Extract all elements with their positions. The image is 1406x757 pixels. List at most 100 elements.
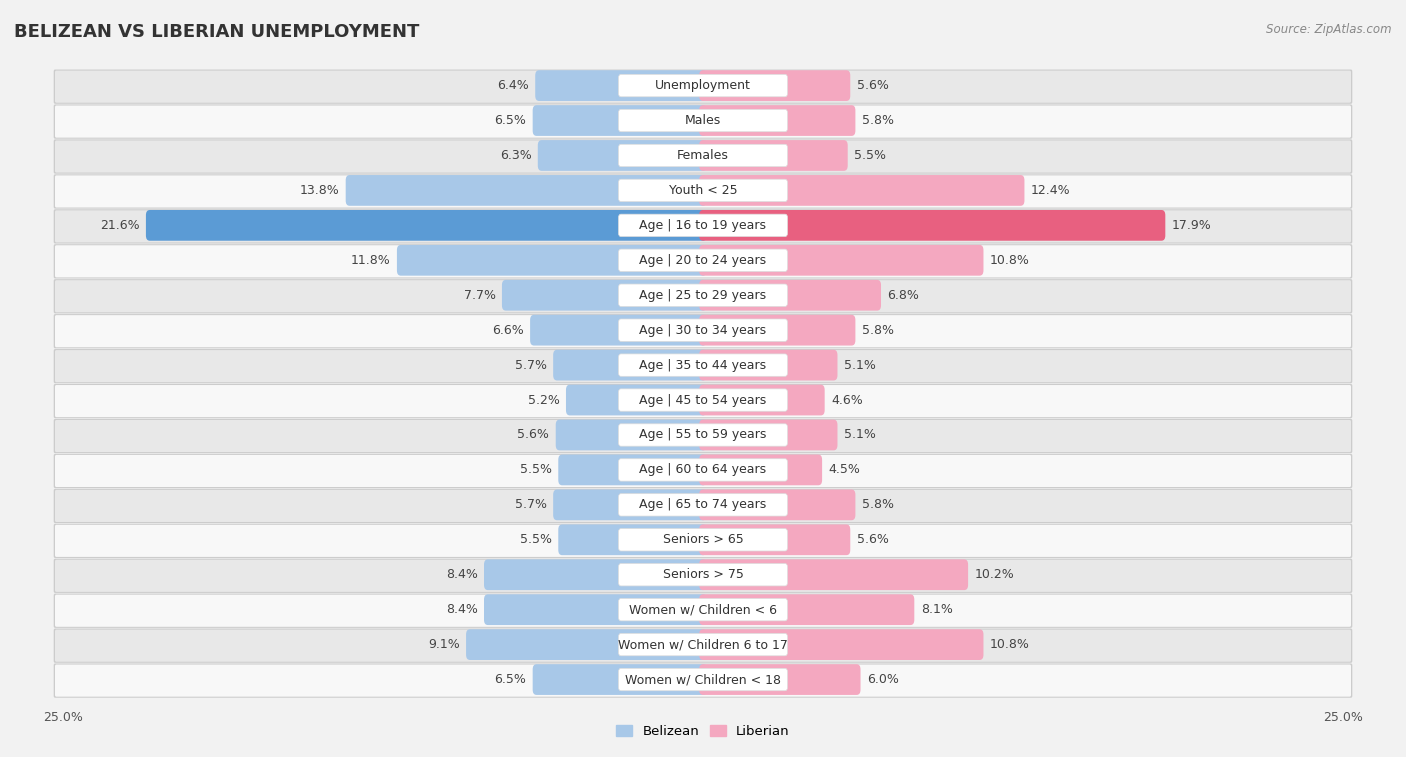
Text: 13.8%: 13.8%: [299, 184, 339, 197]
FancyBboxPatch shape: [619, 109, 787, 132]
FancyBboxPatch shape: [619, 528, 787, 551]
Text: 6.5%: 6.5%: [495, 673, 526, 686]
Text: 10.8%: 10.8%: [990, 638, 1029, 651]
FancyBboxPatch shape: [619, 145, 787, 167]
Text: Age | 25 to 29 years: Age | 25 to 29 years: [640, 288, 766, 302]
FancyBboxPatch shape: [146, 210, 707, 241]
Text: Age | 60 to 64 years: Age | 60 to 64 years: [640, 463, 766, 476]
FancyBboxPatch shape: [558, 525, 707, 555]
FancyBboxPatch shape: [53, 70, 1353, 104]
FancyBboxPatch shape: [619, 354, 787, 376]
Text: Females: Females: [678, 149, 728, 162]
FancyBboxPatch shape: [53, 349, 1353, 383]
FancyBboxPatch shape: [55, 559, 1351, 592]
Text: 6.0%: 6.0%: [868, 673, 898, 686]
Text: Women w/ Children 6 to 17: Women w/ Children 6 to 17: [619, 638, 787, 651]
FancyBboxPatch shape: [619, 424, 787, 446]
FancyBboxPatch shape: [533, 105, 707, 136]
Text: 6.4%: 6.4%: [498, 79, 529, 92]
FancyBboxPatch shape: [53, 139, 1353, 173]
FancyBboxPatch shape: [699, 664, 860, 695]
Text: 12.4%: 12.4%: [1031, 184, 1070, 197]
FancyBboxPatch shape: [55, 490, 1351, 522]
FancyBboxPatch shape: [699, 454, 823, 485]
FancyBboxPatch shape: [699, 525, 851, 555]
Text: 5.1%: 5.1%: [844, 428, 876, 441]
FancyBboxPatch shape: [53, 628, 1353, 663]
FancyBboxPatch shape: [553, 490, 707, 520]
FancyBboxPatch shape: [699, 419, 838, 450]
Text: 17.9%: 17.9%: [1171, 219, 1212, 232]
Text: 5.5%: 5.5%: [853, 149, 886, 162]
Text: 5.8%: 5.8%: [862, 114, 894, 127]
FancyBboxPatch shape: [619, 668, 787, 690]
FancyBboxPatch shape: [558, 454, 707, 485]
FancyBboxPatch shape: [346, 175, 707, 206]
FancyBboxPatch shape: [53, 314, 1353, 348]
FancyBboxPatch shape: [619, 459, 787, 481]
FancyBboxPatch shape: [619, 634, 787, 656]
FancyBboxPatch shape: [53, 454, 1353, 488]
Text: 10.8%: 10.8%: [990, 254, 1029, 266]
FancyBboxPatch shape: [55, 665, 1351, 696]
FancyBboxPatch shape: [465, 629, 707, 660]
FancyBboxPatch shape: [484, 594, 707, 625]
FancyBboxPatch shape: [619, 319, 787, 341]
FancyBboxPatch shape: [619, 599, 787, 621]
FancyBboxPatch shape: [55, 525, 1351, 557]
Text: 10.2%: 10.2%: [974, 569, 1014, 581]
FancyBboxPatch shape: [53, 419, 1353, 453]
Legend: Belizean, Liberian: Belizean, Liberian: [612, 721, 794, 742]
Text: 5.6%: 5.6%: [856, 79, 889, 92]
FancyBboxPatch shape: [537, 140, 707, 171]
FancyBboxPatch shape: [699, 245, 983, 276]
FancyBboxPatch shape: [699, 490, 855, 520]
Text: 11.8%: 11.8%: [350, 254, 391, 266]
FancyBboxPatch shape: [484, 559, 707, 590]
FancyBboxPatch shape: [53, 384, 1353, 418]
FancyBboxPatch shape: [55, 350, 1351, 382]
FancyBboxPatch shape: [699, 594, 914, 625]
FancyBboxPatch shape: [619, 389, 787, 411]
FancyBboxPatch shape: [699, 559, 969, 590]
FancyBboxPatch shape: [699, 210, 1166, 241]
FancyBboxPatch shape: [699, 175, 1025, 206]
Text: Males: Males: [685, 114, 721, 127]
FancyBboxPatch shape: [55, 420, 1351, 452]
Text: 6.5%: 6.5%: [495, 114, 526, 127]
Text: 5.5%: 5.5%: [520, 533, 553, 547]
Text: 5.1%: 5.1%: [844, 359, 876, 372]
FancyBboxPatch shape: [619, 179, 787, 201]
Text: Age | 45 to 54 years: Age | 45 to 54 years: [640, 394, 766, 407]
Text: 5.8%: 5.8%: [862, 498, 894, 512]
FancyBboxPatch shape: [699, 105, 855, 136]
FancyBboxPatch shape: [699, 629, 983, 660]
FancyBboxPatch shape: [699, 70, 851, 101]
FancyBboxPatch shape: [53, 104, 1353, 139]
Text: 5.7%: 5.7%: [515, 498, 547, 512]
FancyBboxPatch shape: [53, 489, 1353, 523]
FancyBboxPatch shape: [55, 280, 1351, 313]
Text: 5.2%: 5.2%: [527, 394, 560, 407]
FancyBboxPatch shape: [533, 664, 707, 695]
FancyBboxPatch shape: [567, 385, 707, 416]
FancyBboxPatch shape: [53, 559, 1353, 593]
FancyBboxPatch shape: [502, 280, 707, 310]
FancyBboxPatch shape: [619, 284, 787, 307]
Text: Unemployment: Unemployment: [655, 79, 751, 92]
Text: 6.8%: 6.8%: [887, 288, 920, 302]
FancyBboxPatch shape: [55, 455, 1351, 487]
FancyBboxPatch shape: [699, 140, 848, 171]
FancyBboxPatch shape: [619, 494, 787, 516]
Text: 5.6%: 5.6%: [856, 533, 889, 547]
FancyBboxPatch shape: [536, 70, 707, 101]
Text: 8.4%: 8.4%: [446, 569, 478, 581]
FancyBboxPatch shape: [53, 245, 1353, 279]
Text: 5.8%: 5.8%: [862, 324, 894, 337]
FancyBboxPatch shape: [619, 249, 787, 272]
Text: 6.6%: 6.6%: [492, 324, 523, 337]
Text: 4.6%: 4.6%: [831, 394, 863, 407]
Text: Age | 20 to 24 years: Age | 20 to 24 years: [640, 254, 766, 266]
FancyBboxPatch shape: [55, 315, 1351, 347]
FancyBboxPatch shape: [553, 350, 707, 381]
